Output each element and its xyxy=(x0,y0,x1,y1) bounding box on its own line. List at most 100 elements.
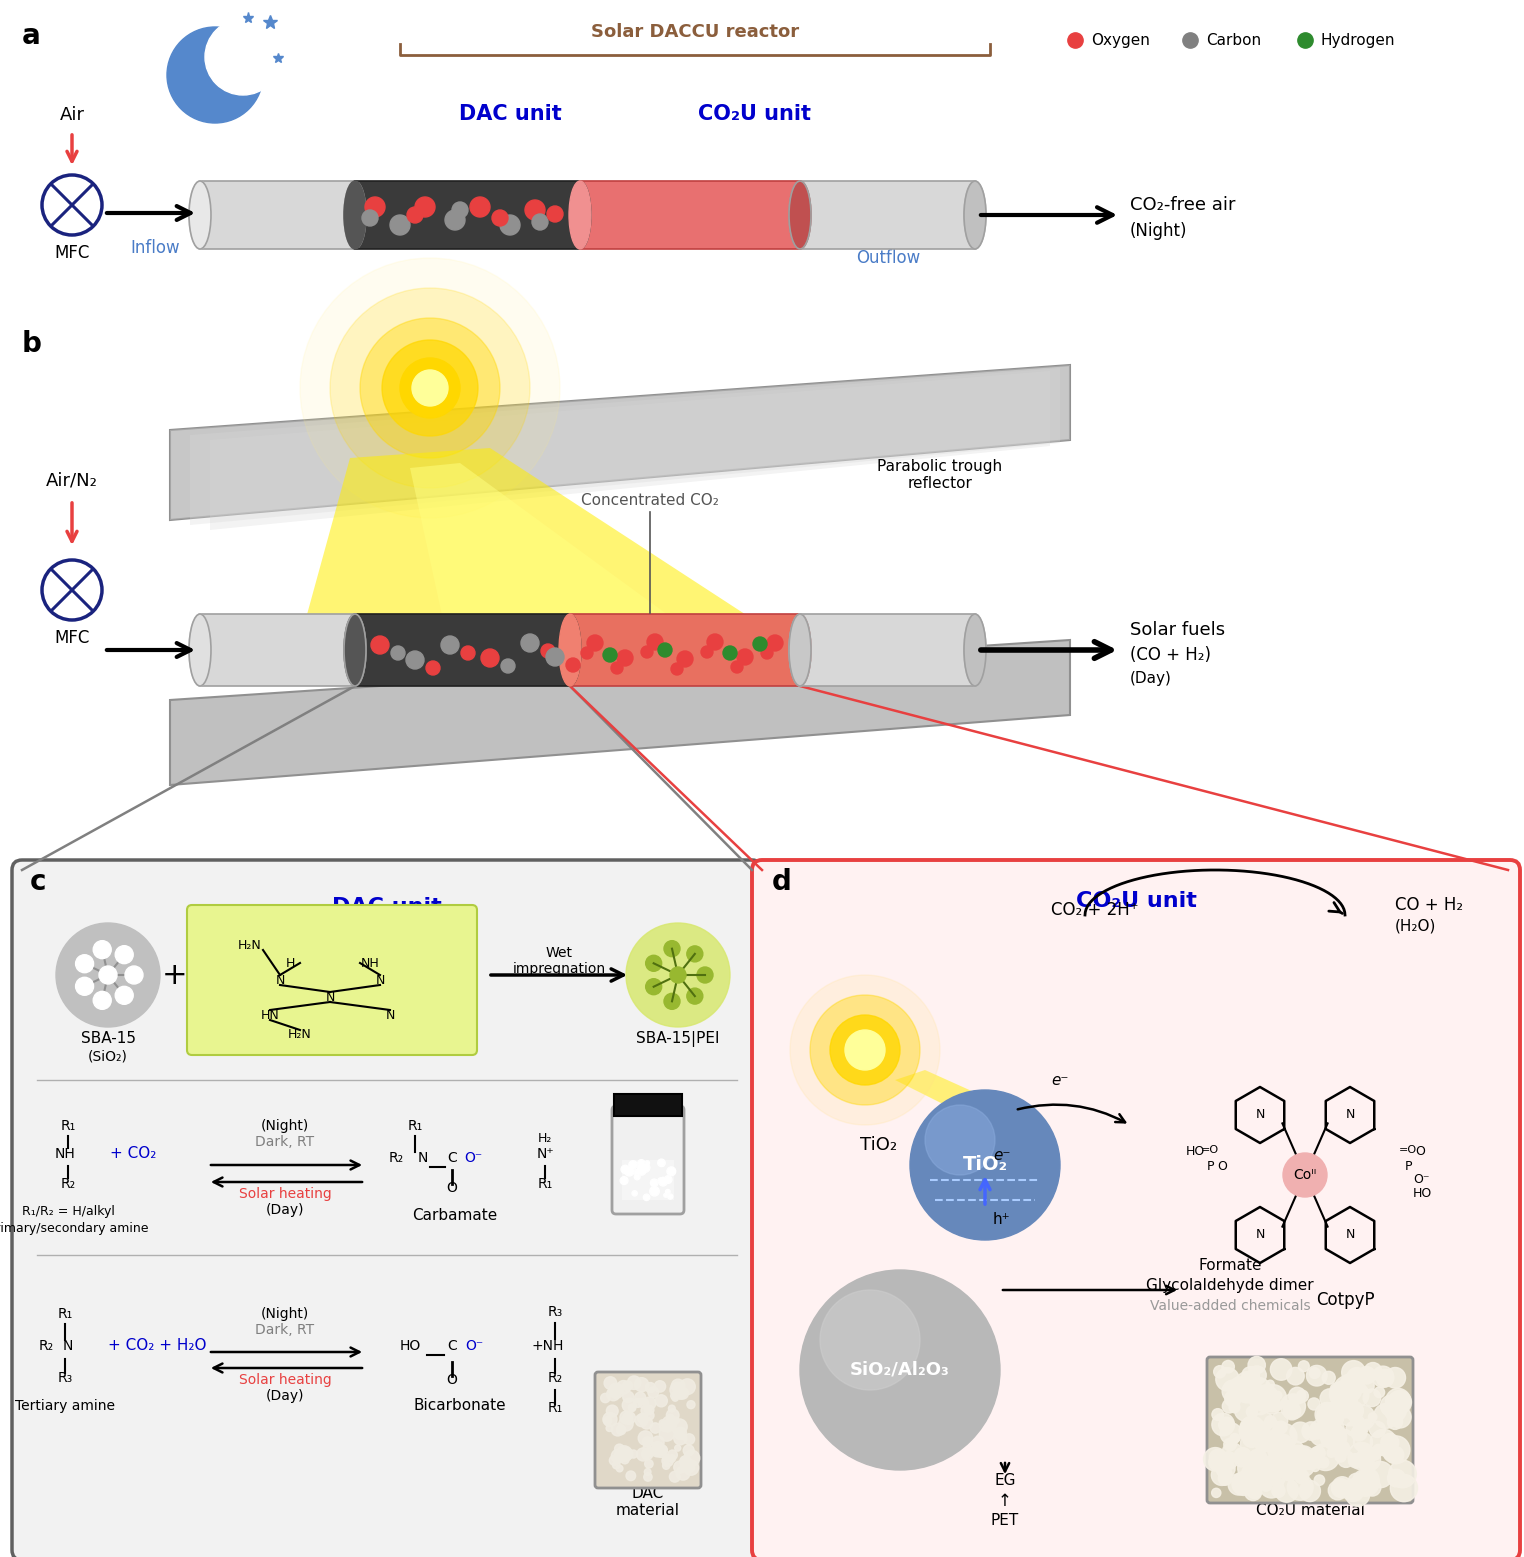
Text: N: N xyxy=(1346,1228,1355,1241)
Circle shape xyxy=(616,1446,632,1462)
Circle shape xyxy=(634,1169,640,1176)
Circle shape xyxy=(738,649,753,665)
Circle shape xyxy=(1355,1417,1364,1426)
Circle shape xyxy=(1358,1372,1367,1381)
Text: Carbamate: Carbamate xyxy=(413,1208,498,1222)
Circle shape xyxy=(1330,1446,1340,1456)
Circle shape xyxy=(707,634,722,649)
Circle shape xyxy=(383,339,479,436)
Circle shape xyxy=(634,1392,646,1403)
Circle shape xyxy=(672,1418,687,1434)
Circle shape xyxy=(668,1194,672,1199)
Circle shape xyxy=(663,1454,671,1462)
Text: P: P xyxy=(1207,1160,1213,1172)
Text: Carbon: Carbon xyxy=(1205,33,1262,48)
Circle shape xyxy=(1266,1454,1285,1471)
FancyBboxPatch shape xyxy=(594,1372,701,1488)
Circle shape xyxy=(664,1425,672,1432)
Text: N: N xyxy=(1256,1109,1265,1121)
Ellipse shape xyxy=(789,181,811,249)
Circle shape xyxy=(1320,1417,1344,1442)
Text: Glycolaldehyde dimer: Glycolaldehyde dimer xyxy=(1146,1278,1314,1292)
Circle shape xyxy=(1338,1451,1355,1467)
Bar xyxy=(570,613,800,687)
Circle shape xyxy=(427,662,440,676)
Circle shape xyxy=(1259,1468,1271,1481)
Circle shape xyxy=(1277,1456,1301,1481)
Circle shape xyxy=(607,1387,620,1401)
Text: O: O xyxy=(447,1182,457,1196)
Circle shape xyxy=(56,923,160,1028)
Circle shape xyxy=(1248,1356,1265,1373)
Circle shape xyxy=(1242,1429,1260,1448)
Circle shape xyxy=(658,1177,668,1186)
Circle shape xyxy=(767,635,783,651)
Circle shape xyxy=(331,288,530,487)
Circle shape xyxy=(125,965,143,984)
Circle shape xyxy=(1288,1474,1314,1501)
Circle shape xyxy=(660,1420,666,1426)
Bar xyxy=(800,613,975,687)
Circle shape xyxy=(1346,1482,1370,1507)
Circle shape xyxy=(1356,1446,1381,1471)
Text: N: N xyxy=(276,973,285,987)
Circle shape xyxy=(1234,1372,1260,1398)
Circle shape xyxy=(680,1380,695,1395)
Circle shape xyxy=(1271,1412,1288,1428)
Circle shape xyxy=(648,1387,658,1398)
Circle shape xyxy=(1230,1376,1250,1397)
Circle shape xyxy=(1271,1423,1297,1450)
Circle shape xyxy=(1311,1464,1320,1471)
Circle shape xyxy=(636,1414,648,1426)
Circle shape xyxy=(1335,1443,1344,1451)
Text: (Day): (Day) xyxy=(265,1204,305,1218)
Circle shape xyxy=(407,207,424,223)
Text: HO: HO xyxy=(399,1339,421,1353)
Polygon shape xyxy=(171,640,1070,785)
Text: Outflow: Outflow xyxy=(856,249,920,266)
Circle shape xyxy=(628,1404,636,1412)
Circle shape xyxy=(1311,1446,1323,1460)
Circle shape xyxy=(1285,1451,1305,1471)
Circle shape xyxy=(1259,1420,1283,1445)
Circle shape xyxy=(622,1165,629,1174)
Circle shape xyxy=(753,637,767,651)
Circle shape xyxy=(1234,1453,1248,1467)
Bar xyxy=(200,613,355,687)
Circle shape xyxy=(1364,1420,1372,1428)
Circle shape xyxy=(1294,1446,1311,1465)
Circle shape xyxy=(1280,1394,1306,1418)
Circle shape xyxy=(623,1412,636,1425)
Text: ↑: ↑ xyxy=(998,1492,1012,1510)
Polygon shape xyxy=(210,371,1050,529)
Text: Solar heating: Solar heating xyxy=(239,1186,331,1200)
Circle shape xyxy=(671,967,686,982)
Text: MFC: MFC xyxy=(55,244,90,262)
Bar xyxy=(581,181,800,249)
Circle shape xyxy=(1390,1474,1417,1501)
Circle shape xyxy=(1334,1375,1361,1403)
Circle shape xyxy=(399,358,460,417)
Text: SiO₂/Al₂O₃: SiO₂/Al₂O₃ xyxy=(850,1361,949,1380)
Circle shape xyxy=(1292,1454,1315,1476)
Text: CO₂ + 2H⁺: CO₂ + 2H⁺ xyxy=(1052,902,1138,919)
Text: a: a xyxy=(21,22,41,50)
Circle shape xyxy=(629,1450,637,1457)
Circle shape xyxy=(411,371,448,406)
Text: (Night): (Night) xyxy=(261,1119,309,1133)
Text: R₁/R₂ = H/alkyl: R₁/R₂ = H/alkyl xyxy=(21,1205,114,1218)
Circle shape xyxy=(1251,1422,1269,1442)
Circle shape xyxy=(1349,1473,1364,1490)
Ellipse shape xyxy=(344,181,366,249)
Text: R₃: R₃ xyxy=(547,1305,562,1319)
Circle shape xyxy=(1251,1397,1269,1415)
Text: Air: Air xyxy=(59,106,84,125)
Circle shape xyxy=(646,979,661,995)
Circle shape xyxy=(634,1378,649,1392)
Circle shape xyxy=(925,1105,995,1176)
Text: h⁺: h⁺ xyxy=(994,1213,1010,1227)
Circle shape xyxy=(1269,1454,1277,1462)
Text: R₂: R₂ xyxy=(547,1372,562,1386)
Text: CO₂U unit: CO₂U unit xyxy=(698,104,811,125)
Bar xyxy=(614,1095,683,1116)
